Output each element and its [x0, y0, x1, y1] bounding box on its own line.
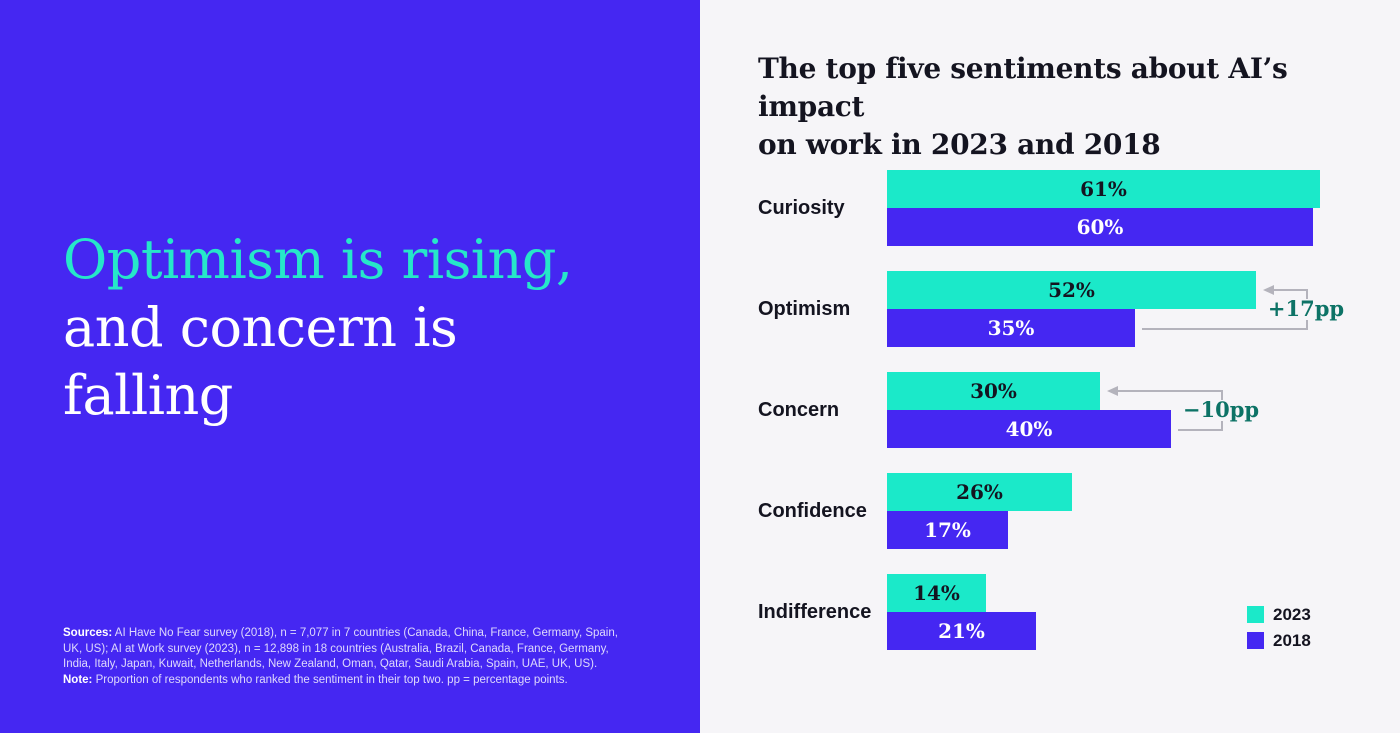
bar-value-2018: 40% [1005, 417, 1053, 441]
chart-area: Curiosity 61% 60% Optimism 52% 35% +17pp Concer… [700, 0, 1400, 733]
bar-value-2023: 61% [1080, 177, 1127, 201]
bar-value-2018: 35% [987, 316, 1035, 340]
sources-label: Sources: [63, 627, 113, 639]
legend-item: 2023 [1247, 606, 1311, 623]
category-label: Indifference [758, 601, 872, 623]
bar-value-2018: 21% [938, 619, 985, 643]
category-label: Curiosity [758, 197, 845, 219]
headline-line-3: falling [63, 364, 233, 427]
sources-line: Sources: AI Have No Fear survey (2018), … [63, 627, 618, 670]
bar-2018: 17% [887, 511, 1008, 549]
right-panel: The top five sentiments about AI’s impac… [700, 0, 1400, 733]
bar-value-2023: 14% [913, 581, 960, 605]
legend-item: 2018 [1247, 632, 1311, 649]
headline-line-1: Optimism is rising, [63, 228, 573, 291]
chart-title: The top five sentiments about AI’s impac… [758, 50, 1400, 164]
legend-label: 2023 [1273, 605, 1311, 624]
bar-value-2018: 60% [1076, 215, 1124, 239]
bar-2023: 52% [887, 271, 1256, 309]
source-note: Sources: AI Have No Fear survey (2018), … [63, 626, 631, 688]
bar-2018: 21% [887, 612, 1036, 650]
annotation-text: +17pp [1267, 296, 1345, 321]
bar-2018: 35% [887, 309, 1135, 347]
change-connector-top [1274, 289, 1308, 299]
note-label: Note: [63, 673, 93, 686]
bar-2018: 60% [887, 208, 1313, 246]
category-label: Concern [758, 399, 840, 421]
chart-title-line-2: on work in 2023 and 2018 [758, 128, 1161, 161]
bar-2023: 30% [887, 372, 1100, 410]
chart-legend: 2023 2018 [1247, 606, 1311, 658]
change-connector-bottom [1142, 320, 1308, 330]
legend-swatch-2023 [1247, 606, 1264, 623]
bar-2023: 26% [887, 473, 1072, 511]
note-line: Note: Proportion of respondents who rank… [63, 673, 631, 689]
headline-line-2: and concern is [63, 296, 458, 359]
note-text: Proportion of respondents who ranked the… [92, 673, 568, 686]
bar-2023: 61% [887, 170, 1320, 208]
bar-value-2023: 30% [970, 379, 1017, 403]
legend-label: 2018 [1273, 631, 1311, 650]
change-connector-bottom [1178, 421, 1223, 431]
chart-title-line-1: The top five sentiments about AI’s impac… [758, 52, 1288, 123]
bar-2023: 14% [887, 574, 986, 612]
headline: Optimism is rising, and concern is falli… [63, 226, 573, 430]
change-arrow-icon [1107, 386, 1118, 396]
change-arrow-icon [1263, 285, 1274, 295]
annotation-text: −10pp [1182, 397, 1260, 422]
category-label: Optimism [758, 298, 851, 320]
sources-text: AI Have No Fear survey (2018), n = 7,077… [63, 627, 618, 670]
change-connector-top [1118, 390, 1223, 400]
left-panel: Optimism is rising, and concern is falli… [0, 0, 700, 733]
bar-value-2018: 17% [924, 518, 971, 542]
bar-2018: 40% [887, 410, 1171, 448]
legend-swatch-2018 [1247, 632, 1264, 649]
bar-value-2023: 26% [956, 480, 1003, 504]
category-label: Confidence [758, 500, 867, 522]
bar-value-2023: 52% [1048, 278, 1095, 302]
